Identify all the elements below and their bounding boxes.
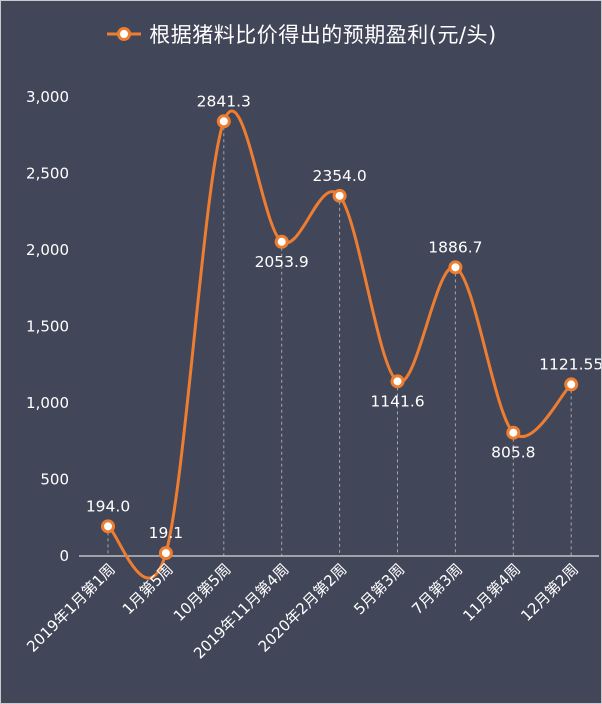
x-tick-label: 12月第2周: [517, 560, 582, 625]
x-tick-label: 11月第4周: [459, 560, 524, 625]
data-labels: 194.0 19.1 2841.3 2053.9 2354.0 1141.6 1886.7 8…: [86, 92, 601, 542]
data-point-marker[interactable]: [216, 114, 231, 129]
data-point-marker[interactable]: [332, 188, 347, 203]
y-tick-label: 2,000: [26, 241, 69, 259]
data-label: 1886.7: [428, 238, 482, 256]
y-tick-label: 1,000: [26, 394, 69, 412]
drop-lines: [107, 121, 572, 556]
data-label: 805.8: [491, 444, 535, 462]
legend-label: 根据猪料比价得出的预期盈利(元/头): [149, 23, 497, 47]
y-tick-label: 1,500: [26, 318, 69, 336]
data-markers: [101, 114, 579, 561]
data-label: 19.1: [149, 524, 184, 542]
data-label: 1121.55: [539, 355, 601, 373]
data-point-marker[interactable]: [506, 425, 521, 440]
x-tick-label: 1月第5周: [119, 560, 177, 618]
data-point-marker[interactable]: [564, 377, 579, 392]
y-axis: 0 500 1,000 1,500 2,000 2,500 3,000: [26, 88, 69, 565]
data-point-marker[interactable]: [101, 519, 115, 534]
data-label: 2053.9: [255, 253, 309, 271]
data-label: 2354.0: [312, 167, 366, 185]
x-tick-label: 5月第3周: [350, 560, 408, 618]
data-label: 1141.6: [370, 392, 424, 410]
y-tick-label: 0: [59, 547, 69, 565]
legend[interactable]: 根据猪料比价得出的预期盈利(元/头): [1, 19, 601, 49]
y-tick-label: 2,500: [26, 165, 69, 183]
data-point-marker[interactable]: [158, 546, 173, 561]
data-point-marker[interactable]: [390, 374, 405, 389]
data-point-marker[interactable]: [448, 260, 463, 275]
legend-line-marker-icon: [107, 27, 142, 41]
data-label: 2841.3: [197, 92, 251, 110]
data-label: 194.0: [86, 497, 130, 515]
y-tick-label: 3,000: [26, 88, 69, 106]
x-tick-label: 7月第3周: [408, 560, 466, 618]
x-axis: 2019年1月第1周 1月第5周10月第5周2019年11月第4周2020年2月第…: [23, 560, 582, 662]
data-point-marker[interactable]: [274, 234, 289, 249]
x-tick-label: 2019年1月第1周: [23, 560, 119, 656]
y-tick-label: 500: [40, 471, 69, 489]
series-line: [107, 109, 573, 580]
